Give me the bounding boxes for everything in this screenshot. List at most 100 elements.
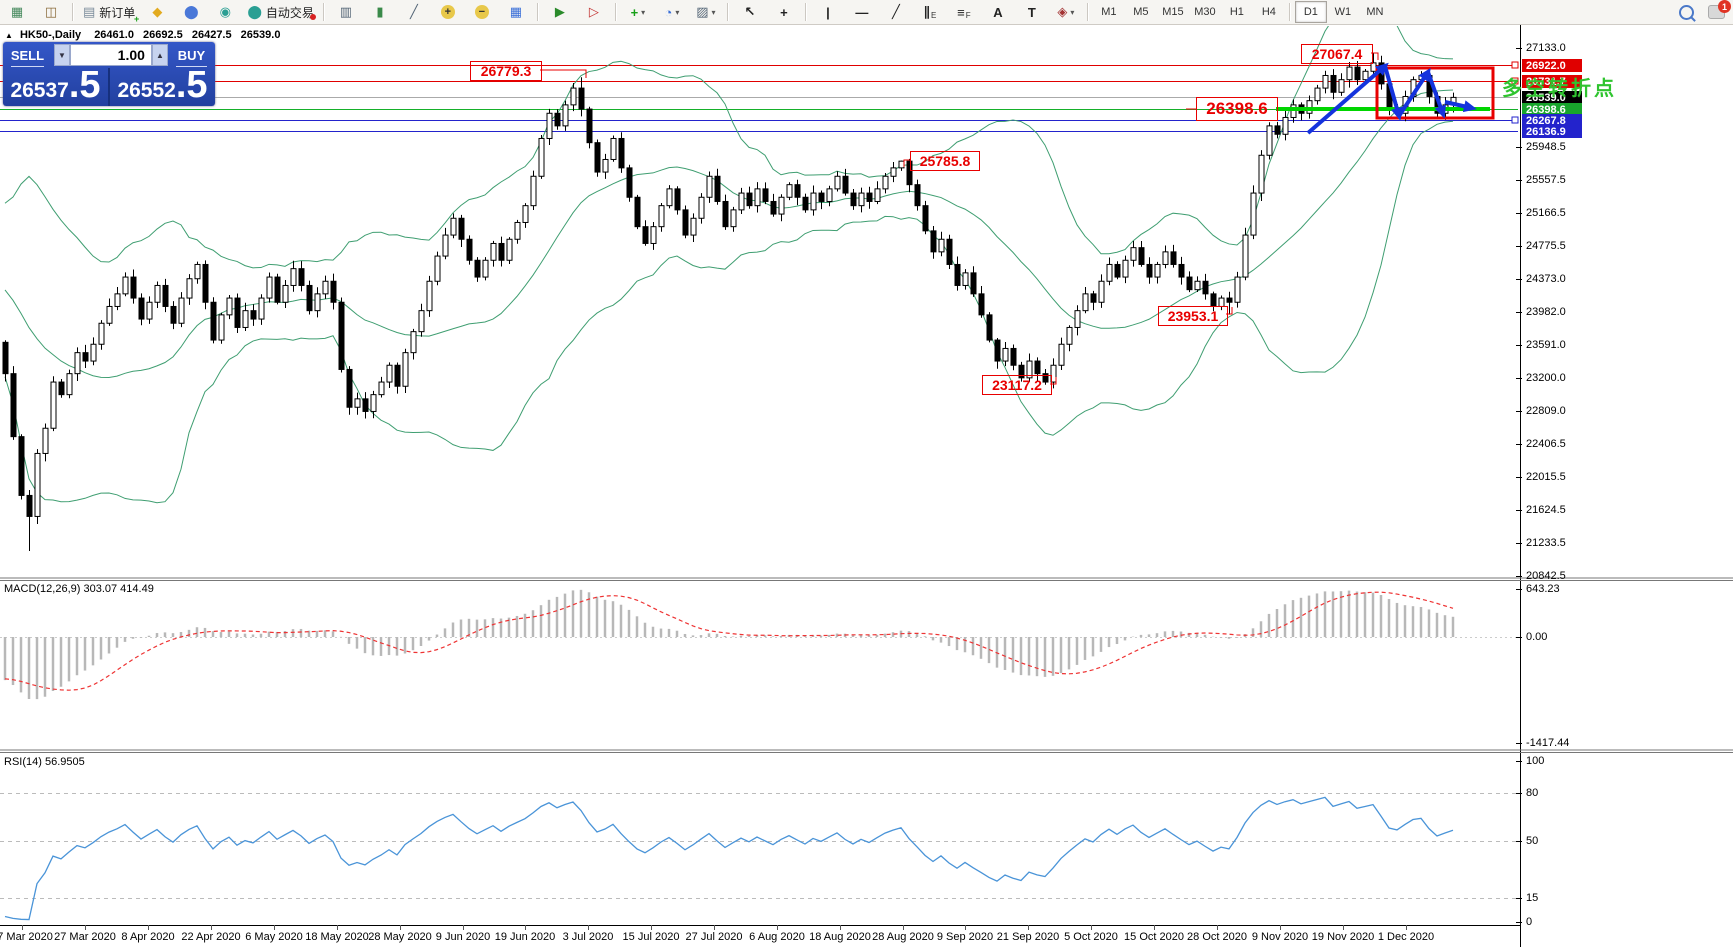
indicators-button[interactable]: + ▾	[622, 1, 654, 23]
volume-decrease-button[interactable]: ▼	[53, 44, 70, 66]
signals-button[interactable]: ◉	[209, 1, 241, 23]
timeframe-m1-button[interactable]: M1	[1101, 6, 1117, 18]
price-badge: 26398.6	[1522, 103, 1582, 116]
text-label-button[interactable]: T	[1016, 1, 1048, 23]
tile-windows-button[interactable]: ▦	[500, 1, 532, 23]
auto-scroll-button[interactable]: ▶	[544, 1, 576, 23]
price-path-arrow	[1397, 67, 1431, 118]
macd-histogram	[3, 589, 1455, 700]
equidistant-channel-button[interactable]: ∥ E	[914, 1, 946, 23]
symbol-name: HK50-,Daily	[19, 29, 82, 41]
chart-shift-button[interactable]: ▷	[578, 1, 610, 23]
axis-tick-label: 23982.0	[1526, 306, 1566, 318]
mql5-community-button[interactable]: ⬤	[175, 1, 207, 23]
main-chart-pane	[2, 26, 1457, 551]
price-annotation-label[interactable]: 26398.6	[1196, 97, 1278, 121]
line-anchor-marker	[1511, 61, 1519, 69]
axis-tick-label: 23200.0	[1526, 372, 1566, 384]
label-connector	[1226, 307, 1233, 315]
price-annotation-label[interactable]: 27067.4	[1301, 44, 1373, 64]
buy-price[interactable]: 26552 .5	[117, 64, 208, 106]
templates-icon: ▨	[696, 4, 709, 19]
new-order-button[interactable]: ▤ + 新订单	[79, 1, 139, 24]
search-icon[interactable]	[1679, 4, 1694, 20]
fibonacci-button[interactable]: ≡ F	[948, 1, 980, 23]
bar-chart-mode-button[interactable]: ▥	[330, 1, 362, 23]
horizontal-line-icon: —	[855, 4, 869, 20]
date-tick-label: 28 May 2020	[368, 931, 432, 943]
date-tick-label: 18 Aug 2020	[809, 931, 871, 943]
date-tick-label: 15 Oct 2020	[1124, 931, 1184, 943]
timeframe-h1-button[interactable]: H1	[1229, 6, 1244, 18]
timeframe-mn-button[interactable]: MN	[1366, 6, 1384, 18]
collapse-triangle-icon[interactable]: ▲	[5, 31, 13, 40]
axis-tick-label: -1417.44	[1526, 737, 1570, 749]
axis-tick-label: 15	[1526, 892, 1539, 904]
autotrading-button[interactable]: ⬤ 自动交易	[243, 1, 318, 23]
timeframe-w1-button[interactable]: W1	[1334, 6, 1352, 18]
price-annotation-label[interactable]: 25785.8	[910, 151, 980, 171]
notifications-icon[interactable]: 1	[1708, 0, 1731, 19]
vertical-line-button[interactable]: |	[812, 1, 844, 23]
date-tick-label: 18 May 2020	[305, 931, 369, 943]
tile-windows-icon: ▦	[509, 4, 523, 19]
buy-button[interactable]: BUY	[168, 42, 215, 68]
date-tick-label: 6 May 2020	[245, 931, 303, 943]
crosshair-button[interactable]: +	[768, 1, 800, 23]
trendline-button[interactable]: ╱	[880, 1, 912, 23]
new-chart-button[interactable]: ▦	[1, 1, 33, 23]
axis-tick-label: 643.23	[1526, 583, 1560, 595]
zoom-out-button[interactable]: −	[466, 1, 498, 23]
timeframe-h4-button[interactable]: H4	[1261, 6, 1276, 18]
axis-tick-label: 25557.5	[1526, 174, 1566, 186]
fibonacci-icon: ≡	[957, 4, 965, 20]
timeframe-d1-button[interactable]: D1	[1294, 1, 1327, 23]
volume-increase-button[interactable]: ▲	[151, 44, 168, 66]
timeframe-m15-button[interactable]: M15	[1162, 6, 1184, 18]
volume-input[interactable]: 1.00	[69, 44, 152, 66]
candlestick-mode-icon: ▮	[376, 4, 384, 19]
axis-tick-label: 22015.5	[1526, 471, 1566, 483]
text-icon: A	[993, 4, 1003, 20]
price-path-arrow	[1426, 71, 1446, 119]
axis-tick-label: 21233.5	[1526, 537, 1566, 549]
templates-button[interactable]: ▨ ▾	[690, 1, 722, 23]
price-annotation-label[interactable]: 23117.2	[982, 375, 1052, 395]
sell-button[interactable]: SELL	[3, 42, 52, 68]
periods-button[interactable]: ◔ ▾	[656, 1, 688, 23]
chart-profiles-button[interactable]: ◫	[35, 1, 67, 23]
gold-deposit-button[interactable]: ◆	[141, 1, 173, 23]
crosshair-icon: +	[780, 4, 788, 20]
bollinger-band-line	[4, 120, 1454, 504]
axis-tick-label: 0	[1526, 916, 1533, 928]
zoom-out-icon: −	[474, 5, 489, 19]
candlestick-mode-button[interactable]: ▮	[364, 1, 396, 23]
date-tick-label: 19 Nov 2020	[1311, 931, 1375, 943]
axis-tick-label: 23591.0	[1526, 339, 1566, 351]
axis-tick-label: 50	[1526, 835, 1539, 847]
sell-price[interactable]: 26537 .5	[10, 64, 101, 106]
price-badge: 26267.8	[1522, 114, 1582, 127]
periods-icon: ◔	[664, 4, 673, 20]
axis-tick-label: 20842.5	[1526, 570, 1566, 582]
price-badge: 26539.0	[1522, 91, 1582, 104]
text-button[interactable]: A	[982, 1, 1014, 23]
zoom-in-button[interactable]: +	[432, 1, 464, 23]
toolbar-separator	[614, 3, 617, 21]
toolbar-separator	[726, 3, 729, 21]
price-divider	[108, 68, 110, 106]
horizontal-line-button[interactable]: —	[846, 1, 878, 23]
date-tick-label: 15 Jul 2020	[622, 931, 680, 943]
price-annotation-label[interactable]: 26779.3	[470, 61, 542, 81]
arrows-shapes-button[interactable]: ◈ ▾	[1050, 1, 1082, 23]
timeframe-m5-button[interactable]: M5	[1133, 6, 1149, 18]
auto-scroll-icon: ▶	[554, 4, 565, 19]
turning-point-annotation[interactable]: 多空转折点	[1502, 78, 1617, 100]
line-chart-mode-button[interactable]: ╱	[398, 1, 430, 23]
signals-icon: ◉	[219, 4, 231, 19]
label-connector	[1050, 377, 1057, 385]
price-annotation-label[interactable]: 23953.1	[1158, 306, 1228, 326]
cursor-button[interactable]: ↖	[734, 1, 766, 23]
timeframe-m30-button[interactable]: M30	[1194, 6, 1216, 18]
